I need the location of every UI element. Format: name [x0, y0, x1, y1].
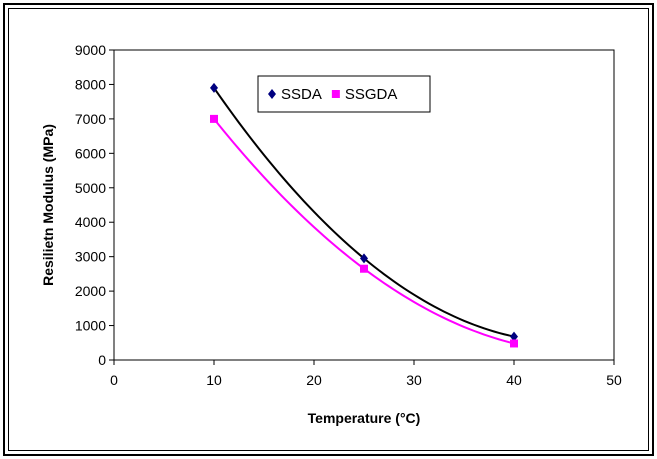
data-point-ssda [210, 82, 218, 93]
legend-label-ssgda: SSGDA [345, 86, 398, 103]
data-point-ssgda [510, 339, 518, 348]
x-tick-label: 20 [306, 372, 322, 388]
chart-outer-border [3, 3, 654, 456]
y-axis-title: Resilietn Modulus (MPa) [40, 124, 56, 286]
x-tick-label: 10 [206, 372, 222, 388]
y-tick-label: 8000 [75, 76, 106, 92]
x-axis: 0 10 20 30 40 50 [110, 360, 622, 388]
legend: SSDA SSGDA [257, 75, 431, 113]
y-tick-label: 7000 [75, 111, 106, 127]
legend-box [257, 75, 431, 113]
y-tick-label: 6000 [75, 145, 106, 161]
data-point-ssda [360, 253, 368, 264]
y-tick-label: 1000 [75, 318, 106, 334]
series-layer [210, 82, 518, 348]
chart-inner-border [8, 8, 649, 451]
legend-label-ssda: SSDA [281, 86, 322, 103]
data-point-ssgda [360, 264, 368, 273]
legend-marker-ssgda [331, 90, 340, 98]
y-tick-label: 4000 [75, 214, 106, 230]
data-point-ssgda [210, 114, 218, 123]
x-tick-label: 30 [406, 372, 422, 388]
legend-marker-ssda [268, 89, 276, 99]
y-tick-label: 0 [98, 352, 106, 368]
x-tick-label: 0 [110, 372, 118, 388]
y-tick-label: 3000 [75, 249, 106, 265]
y-tick-label: 2000 [75, 283, 106, 299]
data-point-ssda [510, 331, 518, 342]
y-axis: 0 1000 2000 3000 4000 5000 6000 7000 8000 9000 [75, 42, 114, 368]
x-tick-label: 40 [506, 372, 522, 388]
x-axis-title: Temperature (°C) [308, 410, 421, 426]
y-tick-label: 9000 [75, 42, 106, 58]
x-tick-label: 50 [606, 372, 622, 388]
y-tick-label: 5000 [75, 180, 106, 196]
